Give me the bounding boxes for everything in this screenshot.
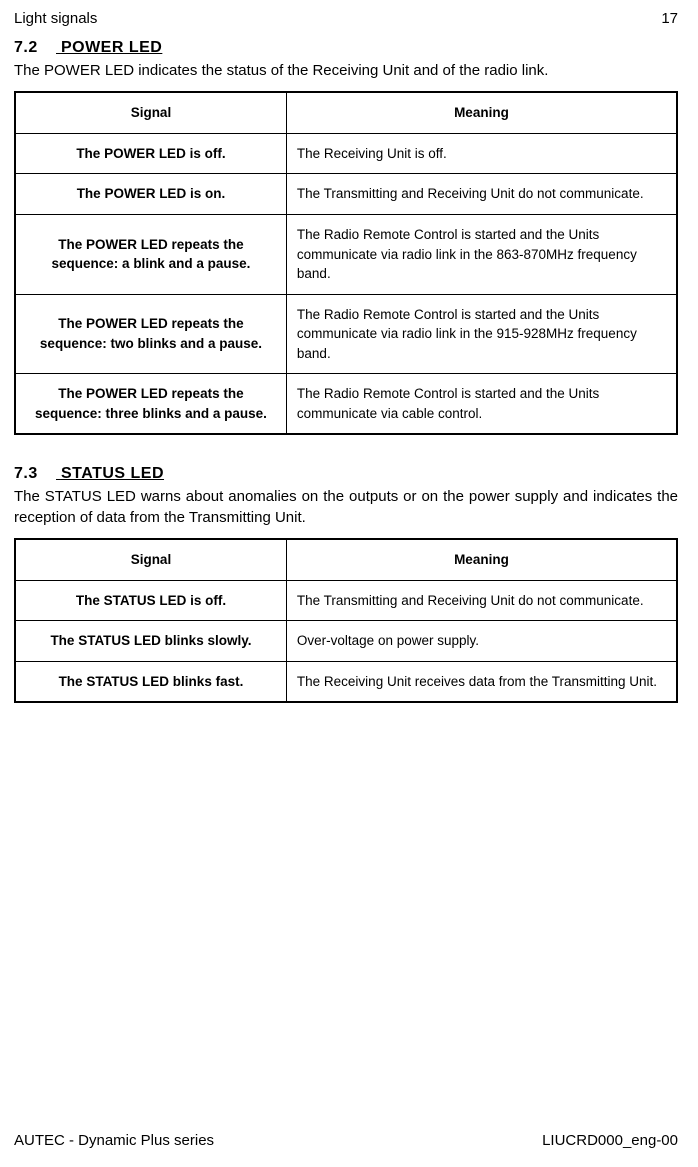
meaning-cell: The Radio Remote Control is started and … — [286, 294, 677, 374]
signal-cell: The STATUS LED blinks slowly. — [15, 621, 286, 662]
signal-cell: The POWER LED repeats the sequence: thre… — [15, 374, 286, 435]
signal-cell: The POWER LED is on. — [15, 174, 286, 215]
table-row: The STATUS LED blinks fast. The Receivin… — [15, 661, 677, 702]
col-signal: Signal — [15, 539, 286, 580]
meaning-cell: Over-voltage on power supply. — [286, 621, 677, 662]
table-row: The POWER LED repeats the sequence: a bl… — [15, 214, 677, 294]
power-led-table: Signal Meaning The POWER LED is off. The… — [14, 91, 678, 435]
header-left: Light signals — [14, 10, 97, 27]
col-meaning: Meaning — [286, 92, 677, 133]
signal-cell: The STATUS LED blinks fast. — [15, 661, 286, 702]
table-header-row: Signal Meaning — [15, 539, 677, 580]
table-header-row: Signal Meaning — [15, 92, 677, 133]
status-led-table: Signal Meaning The STATUS LED is off. Th… — [14, 538, 678, 703]
footer-right: LIUCRD000_eng-00 — [542, 1132, 678, 1149]
page-footer: AUTEC - Dynamic Plus series LIUCRD000_en… — [14, 1132, 678, 1149]
signal-cell: The POWER LED repeats the sequence: two … — [15, 294, 286, 374]
col-meaning: Meaning — [286, 539, 677, 580]
meaning-cell: The Transmitting and Receiving Unit do n… — [286, 174, 677, 215]
table-row: The POWER LED repeats the sequence: two … — [15, 294, 677, 374]
section-7-2-intro: The POWER LED indicates the status of th… — [14, 61, 678, 81]
section-7-2-heading: 7.2 POWER LED — [14, 39, 678, 57]
table-row: The POWER LED repeats the sequence: thre… — [15, 374, 677, 435]
section-7-3-title: STATUS LED — [61, 465, 164, 482]
section-7-3-heading: 7.3 STATUS LED — [14, 465, 678, 483]
page: Light signals 17 7.2 POWER LED The POWER… — [0, 0, 698, 1167]
table-row: The STATUS LED blinks slowly. Over-volta… — [15, 621, 677, 662]
table-row: The POWER LED is off. The Receiving Unit… — [15, 133, 677, 174]
footer-left: AUTEC - Dynamic Plus series — [14, 1132, 214, 1149]
meaning-cell: The Radio Remote Control is started and … — [286, 214, 677, 294]
section-7-3-num: 7.3 — [14, 465, 56, 483]
signal-cell: The STATUS LED is off. — [15, 580, 286, 621]
signal-cell: The POWER LED repeats the sequence: a bl… — [15, 214, 286, 294]
page-header: Light signals 17 — [14, 10, 678, 27]
header-right: 17 — [661, 10, 678, 27]
meaning-cell: The Receiving Unit receives data from th… — [286, 661, 677, 702]
section-7-3-intro: The STATUS LED warns about anomalies on … — [14, 487, 678, 528]
table-row: The STATUS LED is off. The Transmitting … — [15, 580, 677, 621]
meaning-cell: The Transmitting and Receiving Unit do n… — [286, 580, 677, 621]
section-7-2-num: 7.2 — [14, 39, 56, 57]
table-row: The POWER LED is on. The Transmitting an… — [15, 174, 677, 215]
signal-cell: The POWER LED is off. — [15, 133, 286, 174]
section-7-2-title: POWER LED — [61, 39, 162, 56]
meaning-cell: The Receiving Unit is off. — [286, 133, 677, 174]
col-signal: Signal — [15, 92, 286, 133]
meaning-cell: The Radio Remote Control is started and … — [286, 374, 677, 435]
